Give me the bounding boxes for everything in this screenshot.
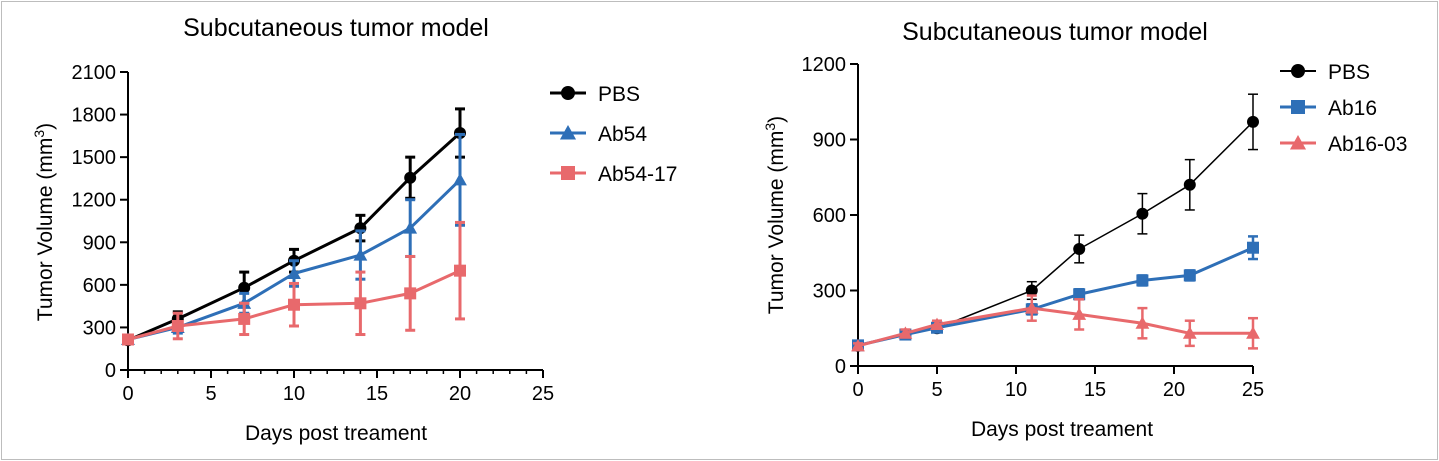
- chart0-x-tick-label: 20: [449, 383, 471, 405]
- chart-left-legend: PBS Ab54 Ab54-17: [550, 83, 677, 186]
- chart0-x-tick-label: 5: [205, 383, 216, 405]
- chart0-point: [287, 266, 301, 280]
- chart0-legend-marker: [561, 166, 575, 180]
- chart0-point: [238, 312, 251, 325]
- chart1-point: [1182, 326, 1197, 339]
- chart0-y-tick-label: 1200: [72, 190, 117, 212]
- chart0-point: [404, 171, 417, 184]
- chart1-series-ab16-03: [851, 294, 1260, 352]
- chart-right-legend: PBS Ab16 Ab16-03: [1280, 61, 1407, 156]
- chart1-point: [1024, 301, 1039, 314]
- chart1-line-ab16-03: [857, 306, 1253, 348]
- chart1-legend-label: Ab16: [1328, 97, 1377, 120]
- chart1-y-tick-label: 600: [813, 205, 846, 227]
- chart1-point: [898, 326, 913, 339]
- chart-left-xlabel: Days post treament: [245, 422, 427, 445]
- chart-left: Subcutaneous tumor model Days post tream…: [31, 14, 677, 445]
- chart1-x-tick-label: 25: [1242, 379, 1264, 401]
- chart1-x-tick-label: 5: [931, 379, 942, 401]
- chart1-point: [1072, 307, 1087, 320]
- chart1-legend-item-ab16: Ab16: [1280, 97, 1377, 120]
- chart1-y-tick-label: 1200: [802, 54, 847, 76]
- chart1-point: [851, 338, 865, 352]
- chart-left-title: Subcutaneous tumor model: [183, 14, 489, 42]
- chart0-y-tick-label: 0: [105, 360, 116, 382]
- chart0-point: [354, 297, 367, 310]
- chart-right-title: Subcutaneous tumor model: [902, 18, 1208, 46]
- chart1-legend-item-ab16-03: Ab16-03: [1280, 133, 1407, 156]
- chart0-legend-label: PBS: [598, 83, 640, 106]
- chart1-point: [1183, 178, 1196, 191]
- chart0-x-tick-label: 25: [532, 383, 554, 405]
- chart-right-ylabel: Tumor Volume (mm3): [762, 116, 788, 314]
- chart0-y-tick-label: 600: [83, 275, 116, 297]
- chart1-y-tick-label: 0: [835, 356, 846, 378]
- chart0-legend-marker: [561, 86, 575, 100]
- chart-right: Subcutaneous tumor model Days post tream…: [762, 18, 1407, 441]
- chart1-point: [1073, 288, 1086, 301]
- chart0-y-tick-label: 2100: [72, 62, 117, 84]
- chart1-point: [1135, 316, 1150, 329]
- chart1-legend-marker: [1291, 64, 1305, 78]
- chart0-legend-item-ab54: Ab54: [550, 123, 647, 146]
- chart0-y-tick-label: 1800: [72, 105, 117, 127]
- chart0-point: [288, 298, 300, 311]
- chart0-legend-label: Ab54-17: [598, 163, 677, 186]
- chart0-x-tick-label: 10: [283, 383, 305, 405]
- chart1-x-tick-label: 10: [1005, 379, 1027, 401]
- chart1-legend-item-pbs: PBS: [1280, 61, 1370, 84]
- chart0-point: [453, 172, 467, 186]
- chart0-x-tick-label: 15: [366, 383, 388, 405]
- chart1-y-tick-label: 900: [813, 130, 846, 152]
- chart-right-plot-area: 0 300 600 900 1200 0 5 10 15 20 25: [802, 54, 1265, 401]
- chart1-legend-label: PBS: [1328, 61, 1370, 84]
- chart0-x-tick-label: 0: [122, 383, 133, 405]
- chart-left-ylabel: Tumor Volume (mm3): [31, 123, 57, 321]
- chart0-y-tick-label: 900: [83, 232, 116, 254]
- chart0-point: [171, 320, 184, 333]
- chart1-point: [1025, 284, 1038, 297]
- chart0-y-tick-label: 300: [83, 317, 116, 339]
- chart0-point: [353, 248, 368, 261]
- chart1-point: [1073, 242, 1086, 255]
- chart1-x-tick-label: 0: [852, 379, 863, 401]
- chart1-point: [930, 317, 944, 330]
- chart0-legend-item-ab54-17: Ab54-17: [550, 163, 677, 186]
- chart0-point: [404, 287, 417, 300]
- chart1-x-tick-label: 20: [1163, 379, 1185, 401]
- chart1-y-tick-label: 300: [813, 281, 846, 303]
- chart0-point: [403, 221, 418, 234]
- chart1-point: [1246, 326, 1260, 339]
- chart1-point: [1183, 269, 1196, 282]
- chart1-series-pbs: [852, 93, 1259, 352]
- chart1-legend-marker: [1289, 134, 1307, 150]
- chart0-legend-label: Ab54: [598, 123, 647, 146]
- chart1-legend-marker: [1291, 100, 1305, 114]
- chart1-point: [1136, 207, 1149, 220]
- chart1-x-tick-label: 15: [1084, 379, 1106, 401]
- chart0-point: [454, 264, 466, 277]
- chart-left-plot-area: 0 300 600 900 1200 1500 1800 2100 0 5 10 15 20 25: [72, 62, 555, 405]
- chart0-point: [238, 281, 251, 294]
- chart0-point: [122, 333, 134, 346]
- chart0-series-ab54-17: [122, 220, 466, 346]
- chart1-legend-label: Ab16-03: [1328, 133, 1407, 156]
- chart-right-xlabel: Days post treament: [971, 418, 1153, 441]
- chart1-point: [1247, 115, 1259, 128]
- chart0-y-tick-label: 1500: [72, 147, 117, 169]
- chart0-legend-item-pbs: PBS: [550, 83, 640, 106]
- chart1-point: [1247, 241, 1259, 254]
- chart1-point: [1136, 274, 1149, 287]
- chart0-legend-marker: [559, 124, 577, 140]
